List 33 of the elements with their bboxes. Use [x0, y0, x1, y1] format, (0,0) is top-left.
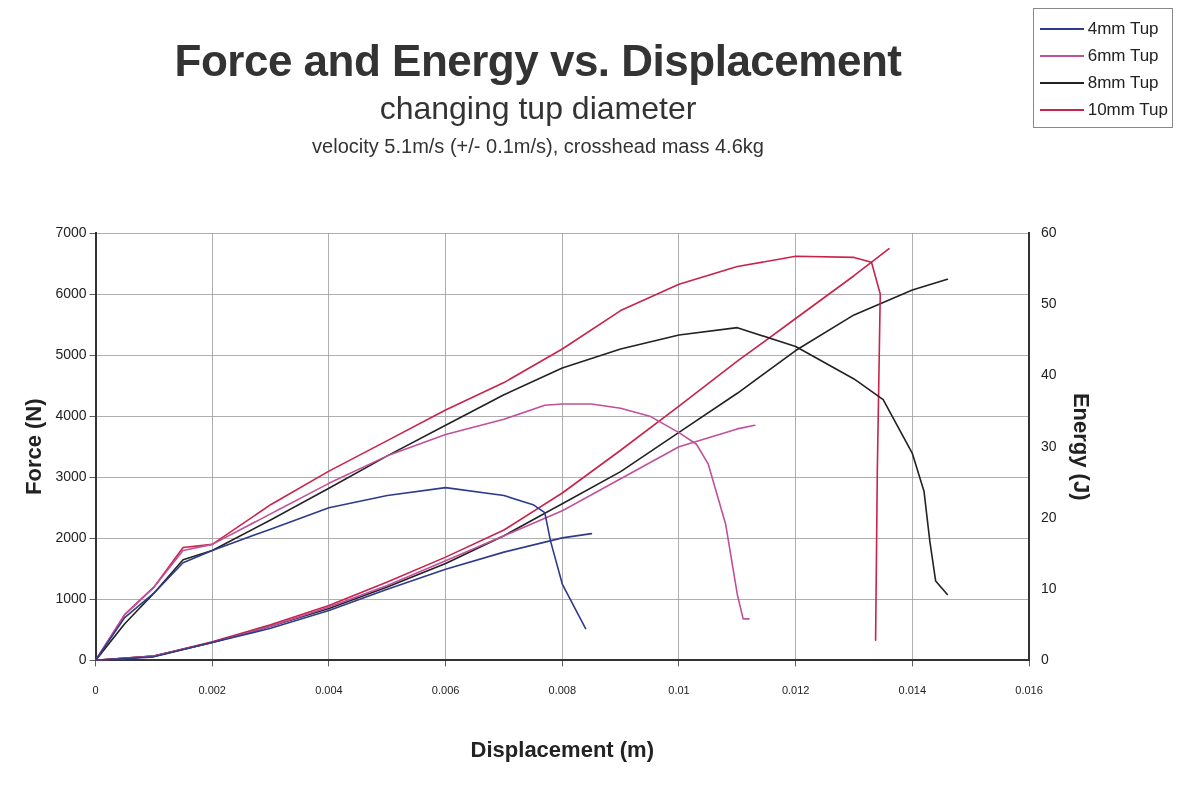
y2-tick-label: 50: [1041, 295, 1057, 312]
y2-axis-title: Energy (J): [1068, 392, 1094, 501]
y-axis-title: Force (N): [21, 398, 47, 495]
x-tick-label: 0.014: [898, 684, 927, 697]
y2-tick-label: 0: [1041, 651, 1050, 668]
legend-label: 6mm Tup: [1087, 45, 1159, 66]
y-tick-label: 4000: [55, 407, 87, 424]
y-tick-label: 1000: [55, 590, 87, 607]
legend-label: 4mm Tup: [1087, 18, 1159, 39]
legend-label: 10mm Tup: [1087, 99, 1168, 120]
chart-title: Force and Energy vs. Displacement: [173, 36, 903, 86]
x-tick-label: 0.016: [1015, 684, 1043, 697]
y2-tick-label: 40: [1041, 366, 1057, 383]
y2-tick-label: 10: [1041, 580, 1057, 597]
x-tick-label: 0.002: [198, 684, 226, 697]
y2-tick-label: 20: [1041, 508, 1057, 525]
y2-tick-label: 60: [1041, 223, 1057, 240]
x-tick-label: 0.012: [781, 684, 810, 697]
x-tick-label: 0.006: [431, 684, 460, 697]
x-tick-label: 0.008: [548, 684, 577, 697]
y2-tick-label: 30: [1041, 437, 1057, 454]
y-tick-label: 2000: [55, 529, 87, 546]
y-tick-label: 5000: [55, 345, 87, 362]
x-tick-label: 0.004: [315, 684, 343, 697]
x-tick-label: 0.01: [668, 684, 690, 697]
y-tick-label: 7000: [55, 223, 87, 240]
x-axis-title: Displacement (m): [470, 736, 654, 762]
y-tick-label: 3000: [55, 468, 87, 485]
y-tick-label: 0: [78, 651, 87, 668]
legend-label: 8mm Tup: [1087, 72, 1159, 93]
y-tick-label: 6000: [55, 284, 87, 301]
chart-subtitle: changing tup diameter velocity 5.1m/s (+/- 0.1m/s), crosshead mass 4.6kg: [311, 90, 765, 158]
x-tick-label: 0: [92, 684, 99, 697]
